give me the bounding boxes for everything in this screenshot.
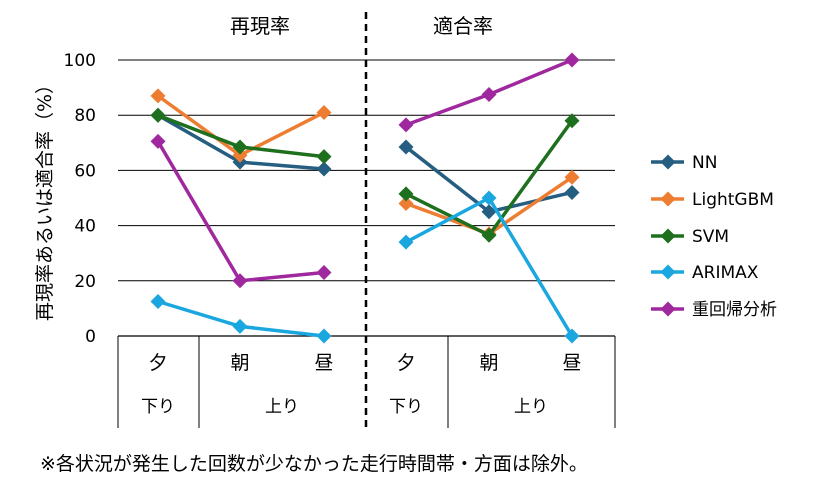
category-label: 朝 [479,352,498,374]
section-title-precision: 適合率 [433,14,493,38]
series-3 [150,107,580,243]
direction-label: 上り [514,397,548,417]
series-lines [150,52,580,344]
category-axis-frame [117,336,616,428]
data-point [150,107,166,123]
y-tick-labels: 0 20 40 60 80 100 [64,51,96,347]
y-tick-label: 60 [74,161,96,181]
data-point [232,147,248,163]
data-point [398,234,414,250]
legend-marker [660,264,676,280]
series-5 [150,52,580,289]
y-tick-label: 40 [74,217,96,237]
legend-marker [660,228,676,244]
category-label: 昼 [314,352,333,374]
data-point [150,294,166,309]
data-point [232,273,248,289]
category-label: 夕 [148,352,167,374]
legend: NN LightGBM SVM ARIMAX 重回帰分析 [651,153,777,320]
data-point [316,104,332,120]
data-point [481,87,497,102]
data-point [564,184,580,200]
direction-label: 下り [141,397,175,417]
category-label: 夕 [396,352,415,374]
data-point [316,265,332,281]
category-label: 昼 [562,352,581,374]
data-point [481,204,497,220]
data-point [398,186,414,202]
direction-label: 上り [265,397,299,417]
data-point [150,88,166,104]
data-point [232,139,248,155]
legend-marker [660,301,676,317]
legend-label: 重回帰分析 [692,300,777,320]
data-point [150,133,166,149]
data-point [481,190,497,206]
section-title-recall: 再現率 [230,14,290,38]
category-labels: 夕 朝 昼 夕 朝 昼下り 上り 下り 上り [141,352,582,417]
data-point [564,52,580,68]
footnote: ※各状況が発生した回数が少なかった走行時間帯・方面は除外。 [40,453,588,475]
legend-marker [660,191,676,207]
y-tick-label: 100 [64,51,96,71]
data-point [232,318,248,334]
data-point [398,117,414,133]
data-point [316,161,332,177]
legend-label: ARIMAX [692,263,759,283]
direction-label: 下り [389,397,423,417]
legend-label: LightGBM [692,190,774,210]
legend-label: NN [692,153,717,173]
legend-label: SVM [692,227,729,247]
data-point [398,196,414,212]
y-tick-label: 0 [85,327,96,347]
y-axis-label: 再現率あるいは適合率（%） [34,75,56,321]
legend-marker [660,154,676,170]
y-tick-label: 20 [74,272,96,292]
y-tick-label: 80 [74,106,96,126]
data-point [316,149,332,165]
data-point [564,169,580,185]
category-label: 朝 [230,352,249,374]
series-4 [150,190,580,344]
data-point [316,328,332,344]
data-point [481,227,497,243]
data-point [564,328,580,344]
data-point [398,139,414,155]
data-point [564,113,580,129]
